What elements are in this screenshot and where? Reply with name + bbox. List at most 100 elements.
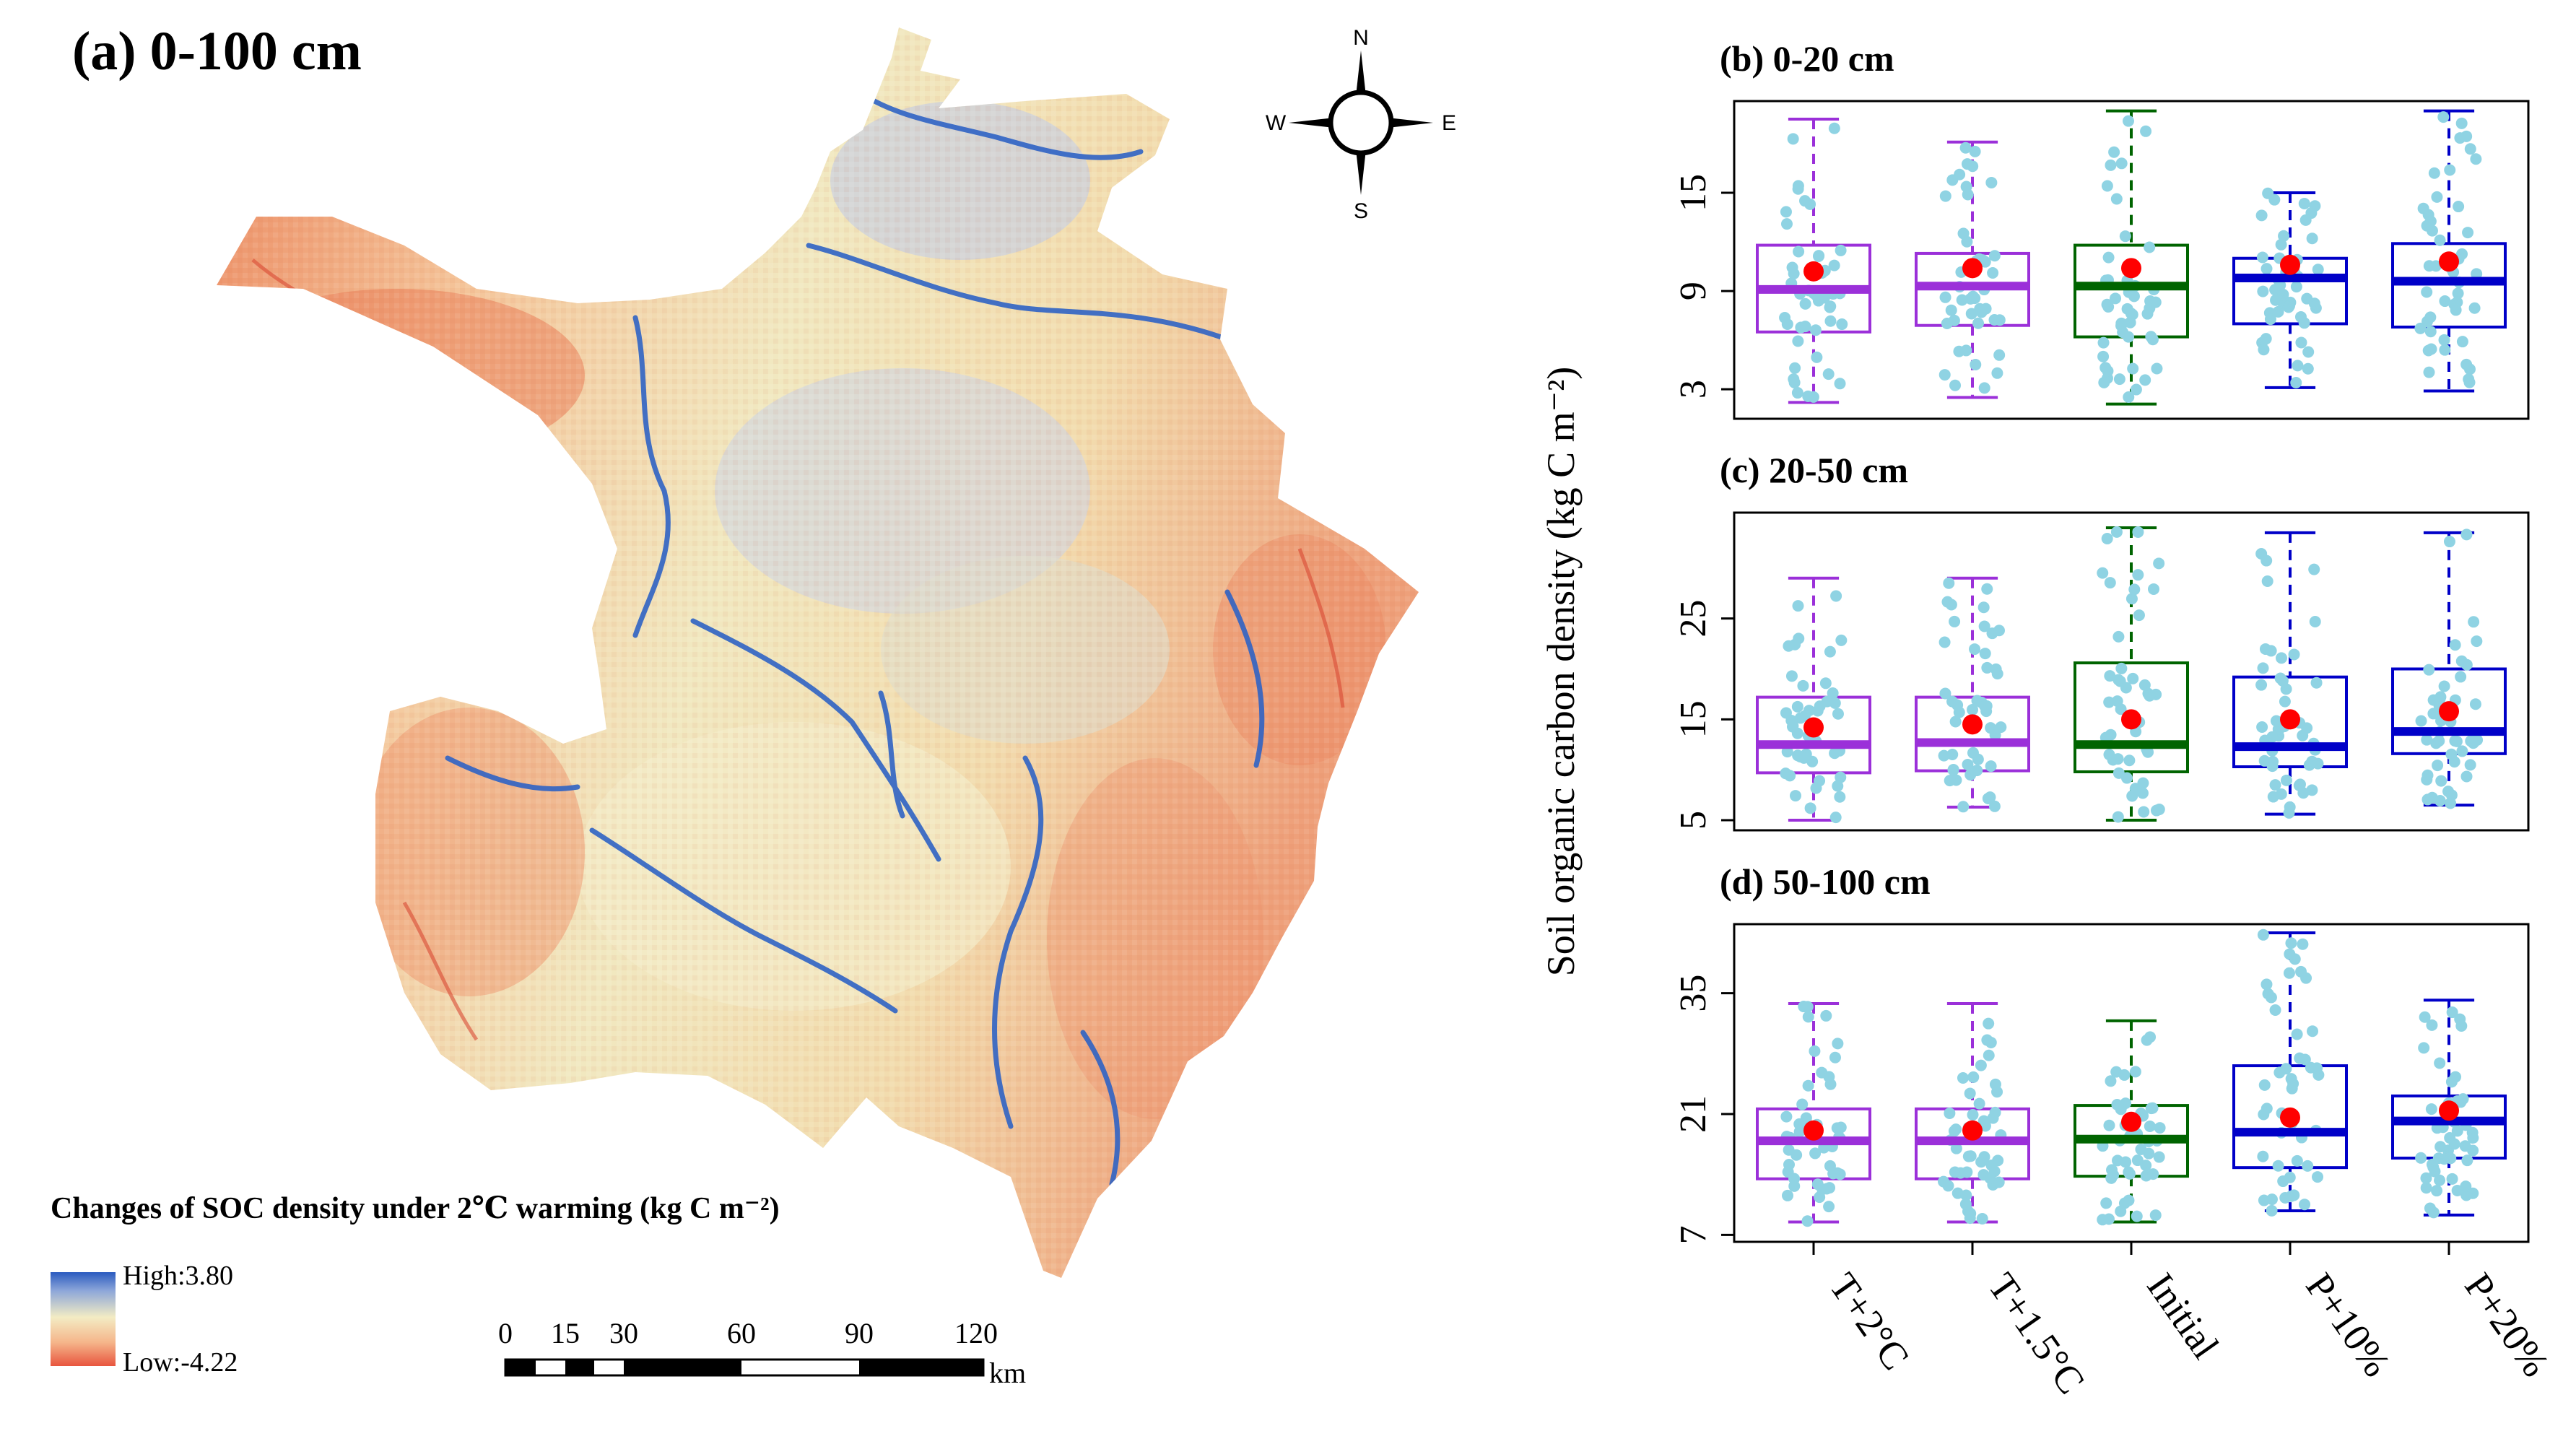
data-point (2112, 630, 2125, 643)
data-point (1954, 168, 1966, 180)
data-point (2438, 1153, 2450, 1165)
data-point (2265, 645, 2277, 657)
data-point (1983, 1017, 1995, 1030)
data-point (1779, 312, 1791, 324)
data-point (2434, 1174, 2446, 1186)
mean-marker (1803, 261, 1824, 282)
data-point (2295, 336, 2307, 349)
data-point (1978, 1151, 1990, 1163)
data-point (1978, 620, 1990, 632)
data-point (2131, 1210, 2143, 1222)
data-point (2309, 615, 2321, 627)
data-point (2256, 251, 2268, 264)
mean-marker (1803, 717, 1824, 738)
data-point (1802, 390, 1814, 402)
data-point (2105, 1172, 2118, 1184)
data-point (2427, 1206, 2440, 1219)
data-point (2460, 529, 2473, 541)
data-point (2299, 214, 2312, 226)
data-point (1829, 1051, 1841, 1064)
data-point (1964, 1207, 1977, 1219)
y-tick-label: 5 (1673, 811, 1714, 830)
data-point (1957, 801, 1970, 813)
data-point (1785, 715, 1798, 727)
data-point (2427, 708, 2440, 720)
data-point (2464, 759, 2476, 771)
data-point (2464, 143, 2476, 155)
compass-rose: N S W E (1266, 26, 1456, 223)
data-point (2285, 937, 2297, 949)
data-point (2102, 251, 2115, 264)
data-point (1981, 661, 1993, 674)
data-point (2275, 238, 2287, 251)
data-point (2102, 365, 2114, 377)
data-point (1780, 218, 1793, 230)
mean-marker (2280, 709, 2300, 730)
data-point (2415, 715, 2427, 727)
scale-tick-label: 60 (727, 1317, 756, 1349)
box (2232, 675, 2348, 769)
data-point (1977, 601, 1990, 614)
data-point (2433, 735, 2445, 747)
compass-e: E (1442, 111, 1456, 135)
scale-segment (624, 1360, 741, 1375)
data-point (2145, 331, 2157, 343)
data-point (2290, 281, 2302, 293)
data-point (2257, 1150, 2269, 1162)
boxplot-panel: (b) 0-20 cm 3 9 15 (c) 20-50 cm 5 15 25 (d) 50-1… (1487, 0, 2576, 1431)
data-point (1938, 636, 1951, 648)
data-point (2113, 373, 2125, 386)
data-point (2141, 308, 2154, 320)
data-point (2467, 737, 2479, 749)
data-point (2128, 583, 2141, 596)
data-point (1799, 297, 1811, 310)
data-point (2122, 115, 2134, 127)
data-point (1960, 344, 1972, 357)
data-point (2311, 1062, 2323, 1074)
data-point (2432, 760, 2444, 772)
data-point (1981, 583, 1993, 595)
scale-tick-label: 120 (954, 1317, 998, 1349)
data-point (2471, 268, 2483, 280)
data-point (1788, 373, 1800, 386)
data-point (1820, 1009, 1832, 1022)
data-point (1811, 351, 1823, 363)
data-point (1824, 1182, 1836, 1194)
data-point (2306, 784, 2318, 796)
data-point (1988, 250, 2001, 262)
data-point (1828, 122, 1840, 134)
data-point (1949, 716, 1962, 728)
data-point (2446, 1006, 2458, 1019)
mean-marker (1803, 1120, 1824, 1141)
data-point (2418, 1042, 2430, 1054)
scale-segment (505, 1360, 536, 1375)
data-point (2425, 1103, 2437, 1115)
data-point (1798, 710, 1811, 722)
data-point (2279, 695, 2291, 708)
panel-title: (b) 0-20 cm (1720, 38, 1894, 79)
legend-high-label: High:3.80 (123, 1261, 234, 1291)
data-point (2097, 1214, 2109, 1226)
data-point (1824, 300, 1837, 313)
data-point (2269, 1004, 2281, 1016)
data-point (2460, 770, 2473, 783)
data-point (2303, 759, 2315, 771)
data-point (2127, 672, 2139, 684)
data-point (2261, 575, 2273, 587)
data-point (2154, 1122, 2166, 1134)
data-point (2284, 300, 2296, 312)
y-tick-label: 35 (1673, 975, 1714, 1012)
data-point (2115, 662, 2128, 674)
data-point (2110, 193, 2123, 205)
scale-segment (859, 1360, 983, 1375)
data-point (1959, 142, 1972, 154)
data-point (1786, 261, 1798, 274)
data-point (2467, 1144, 2479, 1157)
data-point (1809, 1045, 1821, 1057)
data-point (2451, 296, 2463, 308)
legend-color-bar (51, 1272, 116, 1366)
data-point (1796, 1098, 1809, 1110)
boxplot-1: (b) 0-20 cm 3 9 15 (1673, 38, 2530, 420)
data-point (1823, 1071, 1835, 1083)
data-point (1783, 640, 1795, 652)
